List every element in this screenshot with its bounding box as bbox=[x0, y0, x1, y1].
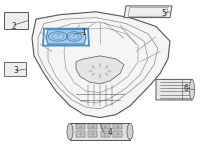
Polygon shape bbox=[4, 12, 28, 29]
Ellipse shape bbox=[67, 123, 73, 140]
Polygon shape bbox=[4, 62, 26, 76]
Polygon shape bbox=[113, 131, 122, 137]
Text: 5: 5 bbox=[162, 9, 166, 18]
Polygon shape bbox=[46, 29, 86, 44]
Polygon shape bbox=[76, 56, 124, 84]
Polygon shape bbox=[32, 12, 170, 118]
Polygon shape bbox=[76, 131, 85, 137]
Polygon shape bbox=[70, 123, 130, 140]
Polygon shape bbox=[88, 131, 97, 137]
Ellipse shape bbox=[190, 79, 194, 100]
Polygon shape bbox=[101, 124, 110, 129]
Text: 1: 1 bbox=[82, 28, 86, 37]
Text: 4: 4 bbox=[108, 128, 112, 137]
Text: 6: 6 bbox=[184, 84, 188, 93]
Polygon shape bbox=[101, 131, 110, 137]
Polygon shape bbox=[88, 124, 97, 129]
Text: 3: 3 bbox=[14, 66, 18, 75]
Polygon shape bbox=[156, 79, 194, 100]
Polygon shape bbox=[124, 6, 172, 18]
Text: 2: 2 bbox=[12, 22, 16, 31]
Polygon shape bbox=[76, 124, 85, 129]
Polygon shape bbox=[113, 124, 122, 129]
Ellipse shape bbox=[127, 123, 133, 140]
